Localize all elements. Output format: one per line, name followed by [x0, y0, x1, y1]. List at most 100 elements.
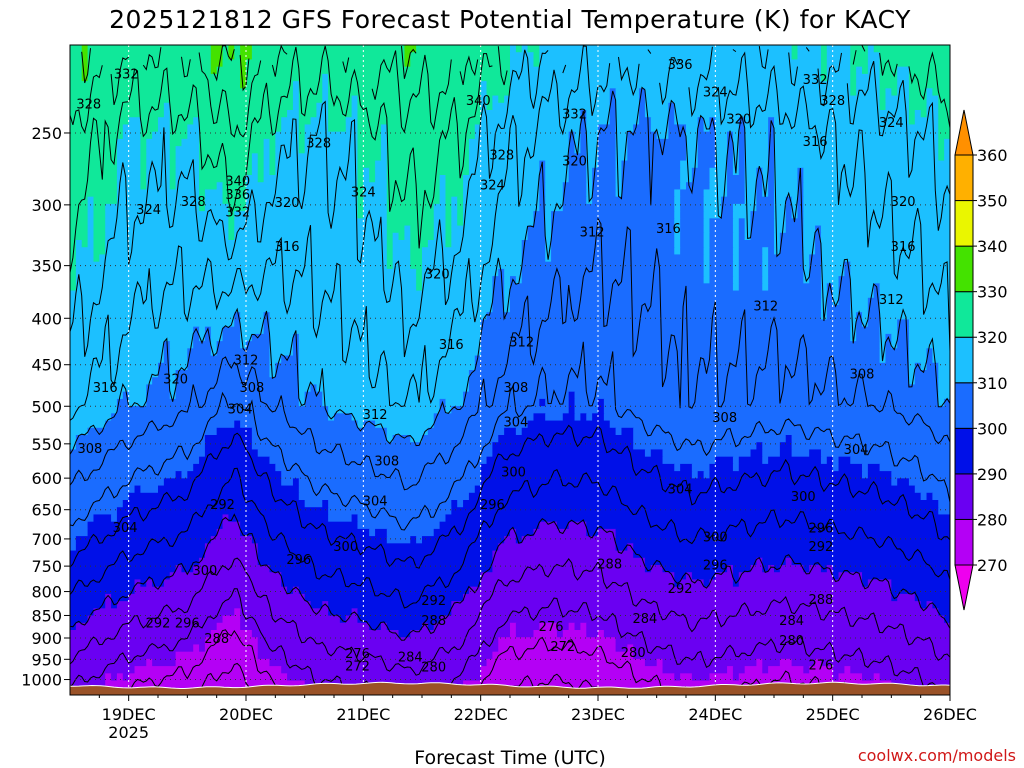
temperature-cell [410, 232, 435, 241]
temperature-cell [228, 218, 235, 227]
temperature-cell [451, 500, 458, 508]
temperature-cell [803, 565, 810, 573]
temperature-cell [938, 507, 950, 516]
temperature-cell [210, 348, 218, 357]
temperature-cell [146, 398, 300, 407]
temperature-cell [251, 167, 259, 176]
temperature-cell [70, 160, 118, 169]
temperature-cell [586, 528, 599, 537]
temperature-cell [703, 211, 722, 219]
temperature-cell [850, 312, 857, 321]
temperature-cell [686, 138, 699, 147]
temperature-cell [234, 52, 241, 61]
temperature-cell [768, 254, 804, 263]
temperature-cell [199, 189, 206, 198]
temperature-cell [163, 478, 282, 487]
temperature-cell [81, 52, 89, 61]
temperature-cell [633, 543, 950, 552]
temperature-cell [322, 73, 329, 82]
temperature-cell [70, 196, 89, 205]
temperature-cell [70, 95, 294, 104]
temperature-cell [644, 95, 881, 104]
contour-label: 316 [439, 338, 464, 353]
temperature-cell [820, 283, 828, 292]
temperature-cell [732, 463, 740, 472]
temperature-cell [357, 608, 452, 617]
temperature-cell [768, 153, 775, 162]
temperature-cell [70, 138, 118, 147]
temperature-cell [287, 586, 294, 595]
temperature-cell [328, 507, 452, 516]
temperature-cell [451, 196, 458, 205]
temperature-cell [826, 45, 851, 53]
temperature-cell [263, 146, 271, 154]
temperature-cell [521, 45, 529, 53]
temperature-cell [615, 95, 640, 104]
temperature-cell [70, 225, 89, 234]
temperature-cell [850, 319, 857, 328]
temperature-cell [480, 666, 664, 674]
temperature-cell [445, 398, 464, 407]
temperature-cell [140, 153, 147, 162]
temperature-cell [445, 240, 452, 248]
temperature-cell [850, 81, 857, 89]
contour-label: 320 [275, 196, 300, 211]
temperature-cell [879, 319, 898, 328]
temperature-cell [328, 406, 441, 414]
temperature-cell [445, 203, 452, 212]
temperature-cell [938, 146, 945, 154]
temperature-cell [510, 45, 517, 53]
temperature-cell [175, 658, 271, 667]
temperature-cell [908, 355, 928, 364]
temperature-cell [386, 232, 394, 241]
temperature-cell [181, 565, 194, 573]
temperature-cell [768, 131, 775, 140]
temperature-cell [820, 268, 845, 277]
temperature-cell [70, 601, 106, 609]
temperature-cell [439, 521, 540, 530]
temperature-cell [240, 73, 247, 82]
temperature-cell [510, 52, 535, 61]
temperature-cell [791, 45, 799, 53]
chart-title: 2025121812 GFS Forecast Potential Temper… [109, 5, 911, 34]
temperature-cell [774, 117, 910, 126]
temperature-cell [662, 456, 716, 465]
temperature-cell [486, 312, 822, 321]
temperature-cell [709, 247, 734, 256]
temperature-cell [445, 211, 452, 219]
temperature-cell [938, 377, 950, 386]
contour-label: 304 [844, 443, 869, 458]
temperature-cell [891, 593, 898, 602]
temperature-cell [275, 131, 300, 140]
temperature-cell [357, 514, 447, 523]
temperature-cell [674, 196, 681, 205]
x-tick-label: 19DEC [102, 705, 156, 724]
temperature-cell [486, 658, 646, 667]
temperature-cell [662, 658, 757, 667]
temperature-cell [269, 326, 482, 335]
temperature-cell [691, 175, 711, 183]
temperature-cell [322, 500, 329, 508]
temperature-cell [492, 297, 505, 306]
temperature-cell [263, 160, 271, 169]
temperature-cell [169, 146, 177, 154]
temperature-cell [615, 146, 628, 154]
temperature-cell [779, 658, 793, 667]
temperature-cell [750, 565, 763, 573]
temperature-cell [568, 406, 576, 414]
temperature-cell [744, 138, 769, 147]
temperature-cell [269, 658, 488, 667]
temperature-cell [656, 131, 669, 140]
temperature-cell [568, 131, 576, 140]
temperature-cell [574, 131, 581, 140]
temperature-cell [521, 240, 546, 248]
temperature-cell [539, 203, 546, 212]
temperature-cell [592, 182, 617, 191]
temperature-cell [551, 240, 675, 248]
temperature-cell [111, 593, 130, 602]
temperature-cell [357, 615, 441, 624]
temperature-cell [357, 167, 364, 176]
temperature-cell [897, 66, 910, 75]
temperature-cell [70, 333, 194, 342]
temperature-cell [504, 290, 511, 299]
